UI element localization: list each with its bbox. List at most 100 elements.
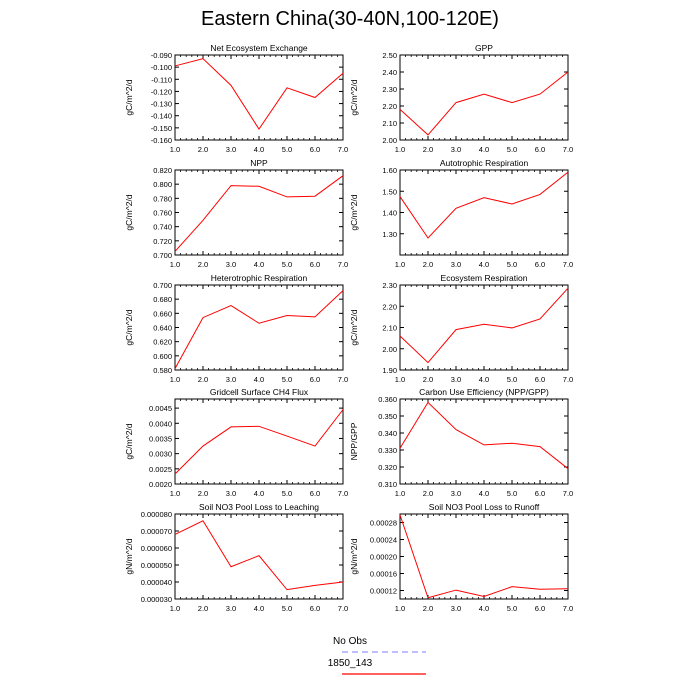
y-axis-label: gC/m^2/d bbox=[124, 79, 134, 115]
y-tick-label: 2.00 bbox=[382, 345, 397, 354]
x-tick-label: 7.0 bbox=[563, 604, 573, 613]
y-tick-label: -0.140 bbox=[151, 112, 172, 121]
y-axis-label: gC/m^2/d bbox=[124, 423, 134, 459]
x-tick-label: 1.0 bbox=[170, 145, 180, 154]
x-tick-label: 7.0 bbox=[338, 489, 348, 498]
y-axis-label: gC/m^2/d bbox=[124, 194, 134, 230]
x-tick-label: 5.0 bbox=[282, 375, 292, 384]
chart-panel-1: Net Ecosystem Exchange gC/m^2/d 1.0 2.0 3.0 4… bbox=[124, 43, 348, 154]
x-tick-label: 6.0 bbox=[310, 260, 320, 269]
figure-title: Eastern China(30-40N,100-120E) bbox=[201, 8, 499, 30]
x-tick-label: 3.0 bbox=[226, 604, 236, 613]
y-tick-label: -0.120 bbox=[151, 87, 172, 96]
y-tick-label: 0.000040 bbox=[141, 578, 172, 587]
y-tick-label: 0.340 bbox=[378, 429, 397, 438]
y-tick-label: 0.000060 bbox=[141, 544, 172, 553]
x-tick-label: 2.0 bbox=[423, 375, 433, 384]
chart-panel-10: Soil NO3 Pool Loss to Runoff gN/m^2/d 1.0 2… bbox=[349, 502, 573, 613]
x-tick-label: 5.0 bbox=[507, 604, 517, 613]
y-axis-label: gC/m^2/d bbox=[349, 79, 359, 115]
panel-title: Soil NO3 Pool Loss to Leaching bbox=[199, 502, 319, 512]
y-tick-label: 0.310 bbox=[378, 480, 397, 489]
x-tick-label: 7.0 bbox=[563, 145, 573, 154]
legend-entry-no-obs: No Obs bbox=[0, 636, 700, 647]
x-tick-label: 5.0 bbox=[282, 145, 292, 154]
x-tick-label: 7.0 bbox=[338, 260, 348, 269]
y-tick-label: 0.600 bbox=[153, 352, 172, 361]
x-tick-label: 3.0 bbox=[451, 145, 461, 154]
chart-panel-7: Gridcell Surface CH4 Flux gC/m^2/d 1.0 2.0 3… bbox=[124, 387, 348, 498]
y-tick-label: 0.0030 bbox=[149, 450, 172, 459]
y-tick-label: 0.000030 bbox=[141, 595, 172, 604]
x-tick-label: 7.0 bbox=[563, 375, 573, 384]
y-tick-label: 0.700 bbox=[153, 281, 172, 290]
legend-entry-1850-143: 1850_143 bbox=[0, 658, 700, 669]
x-tick-label: 2.0 bbox=[423, 145, 433, 154]
y-tick-label: 0.0035 bbox=[149, 434, 172, 443]
x-tick-label: 6.0 bbox=[535, 604, 545, 613]
x-tick-label: 7.0 bbox=[338, 145, 348, 154]
x-tick-label: 4.0 bbox=[254, 375, 264, 384]
y-tick-label: 0.330 bbox=[378, 446, 397, 455]
x-tick-label: 3.0 bbox=[226, 489, 236, 498]
y-axis-label: gN/m^2/d bbox=[349, 538, 359, 574]
x-tick-label: 5.0 bbox=[507, 489, 517, 498]
panel-title: NPP bbox=[250, 158, 268, 168]
y-tick-label: -0.150 bbox=[151, 124, 172, 133]
x-tick-label: 4.0 bbox=[254, 489, 264, 498]
y-tick-label: -0.090 bbox=[151, 51, 172, 60]
x-tick-label: 7.0 bbox=[338, 375, 348, 384]
x-tick-label: 3.0 bbox=[451, 375, 461, 384]
y-tick-label: 0.000050 bbox=[141, 561, 172, 570]
y-tick-label: 0.000070 bbox=[141, 527, 172, 536]
y-tick-label: 0.000080 bbox=[141, 510, 172, 519]
y-tick-label: -0.110 bbox=[151, 75, 172, 84]
y-tick-label: 1.30 bbox=[382, 230, 397, 239]
x-tick-label: 1.0 bbox=[395, 260, 405, 269]
x-tick-label: 6.0 bbox=[535, 489, 545, 498]
y-tick-label: 0.800 bbox=[153, 180, 172, 189]
x-tick-label: 4.0 bbox=[479, 489, 489, 498]
x-tick-label: 2.0 bbox=[198, 375, 208, 384]
y-tick-label: 0.350 bbox=[378, 412, 397, 421]
x-tick-label: 7.0 bbox=[563, 260, 573, 269]
x-tick-label: 1.0 bbox=[170, 489, 180, 498]
x-tick-label: 1.0 bbox=[395, 145, 405, 154]
y-tick-label: 1.90 bbox=[382, 366, 397, 375]
x-tick-label: 3.0 bbox=[226, 260, 236, 269]
y-tick-label: 0.720 bbox=[153, 237, 172, 246]
y-tick-label: 0.820 bbox=[153, 166, 172, 175]
chart-panel-5: Heterotrophic Respiration gC/m^2/d 1.0 2.0 3… bbox=[124, 273, 348, 384]
y-tick-label: 2.20 bbox=[382, 302, 397, 311]
panel-title: Net Ecosystem Exchange bbox=[210, 43, 308, 53]
y-tick-label: 0.740 bbox=[153, 223, 172, 232]
x-tick-label: 7.0 bbox=[338, 604, 348, 613]
y-axis-label: NPP/GPP bbox=[349, 422, 359, 460]
x-tick-label: 3.0 bbox=[451, 604, 461, 613]
x-tick-label: 2.0 bbox=[198, 604, 208, 613]
y-tick-label: 0.0020 bbox=[149, 480, 172, 489]
panel-title: Autotrophic Respiration bbox=[440, 158, 529, 168]
y-tick-label: 0.00020 bbox=[370, 553, 397, 562]
x-tick-label: 6.0 bbox=[310, 604, 320, 613]
x-tick-label: 4.0 bbox=[479, 145, 489, 154]
x-tick-label: 6.0 bbox=[535, 145, 545, 154]
x-tick-label: 5.0 bbox=[282, 604, 292, 613]
x-tick-label: 5.0 bbox=[507, 145, 517, 154]
panel-title: Ecosystem Respiration bbox=[441, 273, 528, 283]
x-tick-label: 3.0 bbox=[226, 375, 236, 384]
x-tick-label: 2.0 bbox=[198, 145, 208, 154]
x-tick-label: 4.0 bbox=[254, 145, 264, 154]
y-tick-label: 0.780 bbox=[153, 194, 172, 203]
y-tick-label: 0.320 bbox=[378, 463, 397, 472]
x-tick-label: 2.0 bbox=[423, 260, 433, 269]
y-tick-label: 0.00012 bbox=[370, 587, 397, 596]
x-tick-label: 1.0 bbox=[395, 375, 405, 384]
x-tick-label: 6.0 bbox=[310, 489, 320, 498]
y-tick-label: 2.30 bbox=[382, 85, 397, 94]
x-tick-label: 7.0 bbox=[563, 489, 573, 498]
panel-title: Carbon Use Efficiency (NPP/GPP) bbox=[419, 387, 549, 397]
y-tick-label: 0.00028 bbox=[370, 519, 397, 528]
